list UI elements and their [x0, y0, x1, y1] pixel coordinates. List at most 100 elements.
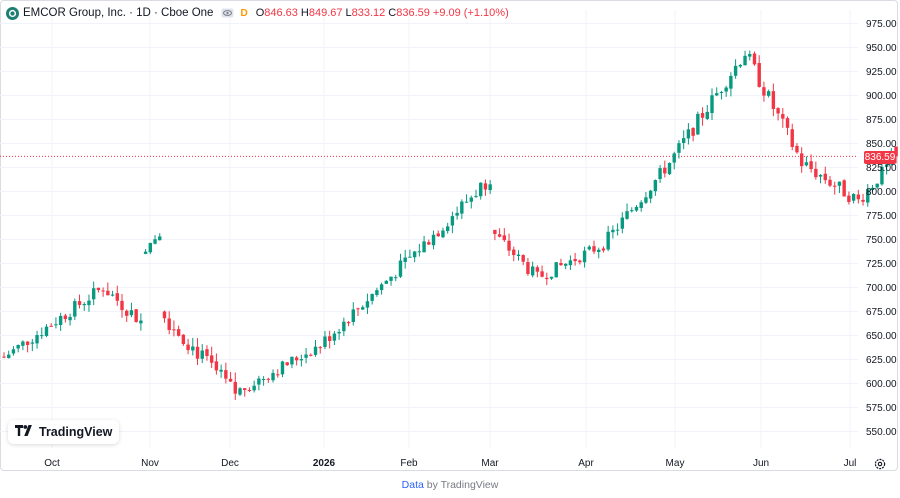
- candle-body: [497, 234, 502, 237]
- candle-body: [176, 329, 181, 336]
- candle-body: [172, 329, 176, 331]
- candle-body: [719, 92, 724, 94]
- x-tick-label: May: [666, 458, 685, 469]
- candle-body: [436, 233, 440, 237]
- candle-body: [365, 301, 370, 308]
- candle-body: [535, 267, 540, 272]
- data-link[interactable]: Data: [401, 479, 424, 491]
- y-tick-label: 850.00: [866, 139, 897, 150]
- settings-gear-icon[interactable]: [874, 457, 886, 470]
- candle-body: [630, 210, 634, 212]
- candle-body: [833, 185, 837, 187]
- candle-body: [724, 87, 728, 92]
- candle-body: [384, 280, 389, 284]
- candle-body: [818, 174, 823, 177]
- candle-body: [40, 335, 44, 337]
- candle-body: [597, 249, 601, 252]
- candle-body: [153, 239, 157, 244]
- candle-body: [181, 334, 186, 345]
- y-tick-label: 800.00: [866, 187, 897, 198]
- candle-body: [200, 350, 204, 359]
- candle-body: [648, 190, 653, 199]
- candle-body: [261, 379, 266, 381]
- candle-body: [809, 161, 813, 170]
- candle-body: [431, 234, 436, 246]
- candle-body: [299, 359, 304, 361]
- candle-body: [681, 138, 686, 143]
- candle-body: [847, 195, 851, 203]
- candle-body: [115, 293, 119, 301]
- symbol-title[interactable]: EMCOR Group, Inc. · 1D · Cboe One: [23, 7, 214, 19]
- candle-body: [219, 369, 223, 372]
- candle-body: [790, 129, 794, 147]
- candle-body: [327, 336, 332, 341]
- tradingview-badge[interactable]: TradingView: [8, 420, 120, 444]
- candle-body: [450, 216, 455, 226]
- x-tick-label: Dec: [221, 458, 239, 469]
- candle-body: [573, 259, 577, 262]
- candle-body: [82, 304, 86, 306]
- candle-body: [781, 114, 785, 119]
- candle-body: [568, 260, 573, 266]
- y-tick-label: 975.00: [866, 19, 897, 30]
- candle-body: [842, 180, 846, 197]
- candle-body: [427, 242, 431, 245]
- candle-body: [332, 333, 337, 341]
- price-axis[interactable]: 550.00 575.00 600.00 625.00 650.00 675.00 700.…: [866, 19, 897, 438]
- candle-body: [403, 257, 407, 262]
- candle-body: [30, 342, 35, 344]
- candle-body: [351, 309, 355, 322]
- candle-body: [606, 231, 610, 250]
- candle-body: [677, 143, 681, 153]
- candle-body: [266, 378, 271, 380]
- candle-body: [412, 251, 417, 258]
- candle-body: [502, 235, 507, 241]
- candle-body: [167, 318, 171, 331]
- candle-body: [512, 249, 516, 256]
- footer: Data by TradingView: [0, 479, 900, 491]
- open-label: O: [255, 7, 265, 19]
- candle-body: [686, 129, 691, 139]
- candle-body: [318, 347, 322, 349]
- candle-body: [379, 284, 384, 291]
- candle-body: [370, 293, 374, 301]
- candle-body: [715, 93, 719, 96]
- candle-body: [611, 229, 615, 233]
- candle-body: [375, 290, 379, 295]
- candle-body: [705, 111, 709, 119]
- candle-body: [49, 325, 53, 327]
- candle-body: [304, 354, 308, 358]
- candle-body: [417, 251, 422, 253]
- candle-body: [54, 324, 58, 326]
- candle-body: [615, 229, 620, 231]
- candle-body: [243, 388, 247, 391]
- eye-icon[interactable]: [221, 8, 234, 18]
- candle-body: [601, 248, 606, 251]
- candle-body: [483, 183, 488, 190]
- delayed-data-badge[interactable]: D: [240, 7, 248, 19]
- candle-body: [700, 113, 705, 118]
- candle-body: [748, 53, 752, 57]
- candle-body: [464, 201, 469, 203]
- candle-body: [389, 276, 393, 281]
- candle-body: [21, 341, 25, 346]
- candle-body: [460, 201, 464, 214]
- candle-body: [11, 349, 16, 354]
- candle-body: [837, 181, 842, 186]
- candle-body: [549, 276, 554, 279]
- candle-body: [441, 230, 445, 238]
- open-value: 846.63: [264, 7, 298, 19]
- candle-body: [73, 301, 77, 317]
- candle-body: [545, 277, 549, 280]
- candle-body: [795, 145, 799, 153]
- candle-body: [743, 55, 747, 66]
- candle-body: [884, 164, 889, 167]
- emcor-logo-icon: [6, 6, 19, 20]
- candle-body: [276, 374, 280, 376]
- candle-body: [313, 346, 318, 355]
- candle-body: [63, 315, 68, 320]
- candle-body: [356, 308, 360, 310]
- time-axis[interactable]: Oct Nov Dec 2026 Feb Mar Apr May Jun Jul: [44, 458, 856, 469]
- x-tick-label: Feb: [400, 458, 418, 469]
